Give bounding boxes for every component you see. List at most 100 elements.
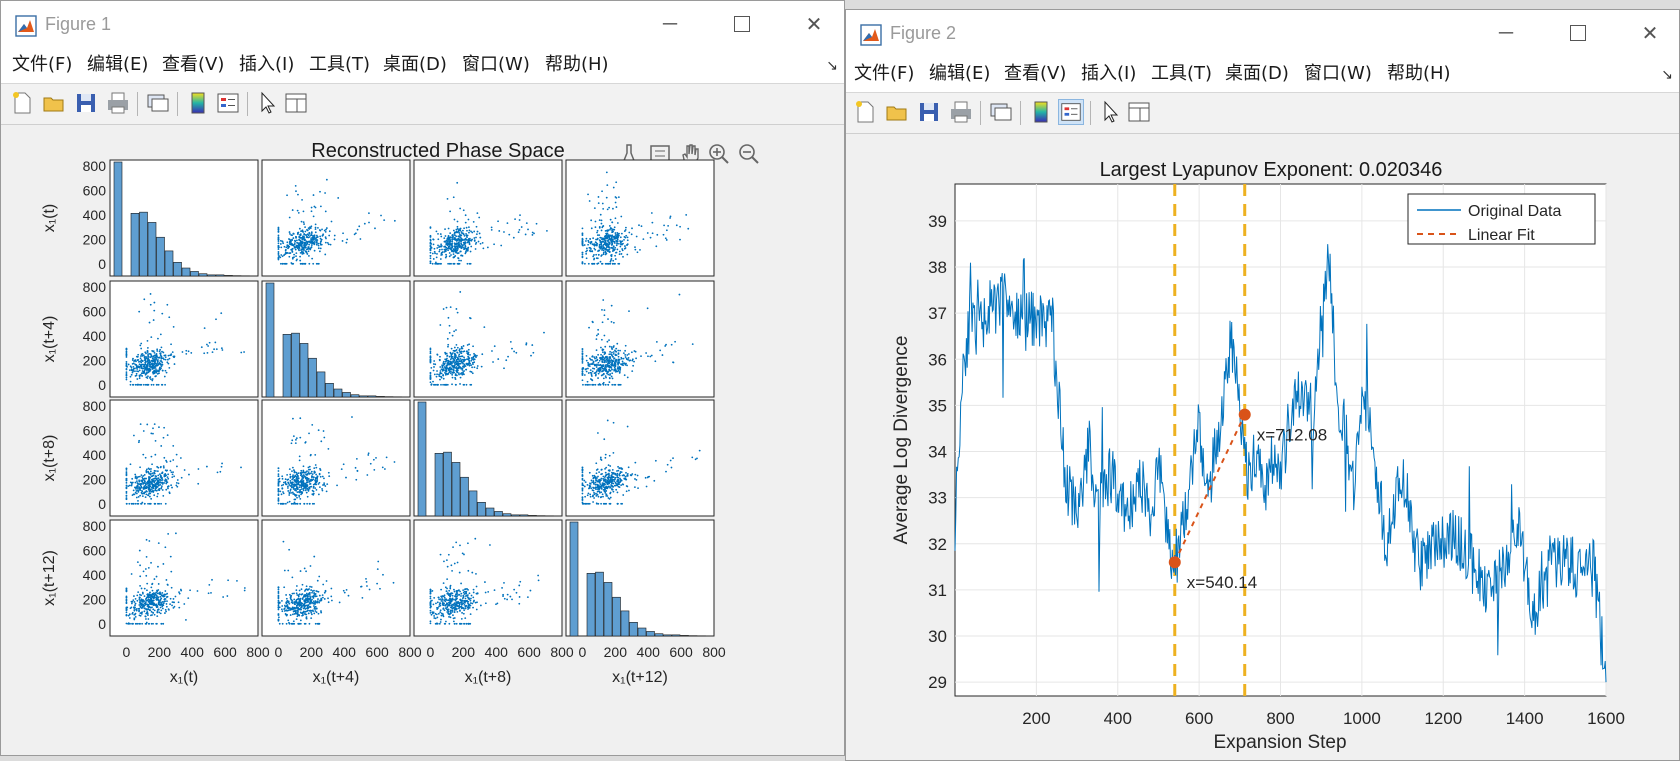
menu-edit[interactable]: 编辑(E) [87, 54, 149, 75]
scatter-point [175, 484, 178, 487]
scatter-point [281, 502, 284, 505]
scatter-point [449, 210, 452, 213]
scatter-point [151, 614, 153, 616]
scatter-point [313, 612, 316, 615]
menu-overflow-icon[interactable]: ↘ [826, 57, 838, 73]
scatter-point [125, 351, 128, 354]
scatter-point [164, 608, 167, 611]
scatter-point [456, 239, 459, 242]
scatter-point [310, 225, 313, 228]
scatter-point [155, 598, 158, 601]
scatter-point [150, 383, 153, 386]
scatter-point [304, 262, 306, 265]
scatter-point [653, 479, 656, 482]
scatter-point [288, 484, 291, 486]
scatter-point [613, 248, 616, 251]
scatter-point [338, 601, 341, 604]
subplot-axes [565, 159, 715, 277]
scatter-point [464, 252, 467, 255]
scatter-point [285, 246, 288, 249]
scatter-point [581, 358, 584, 361]
scatter-point [142, 478, 145, 481]
maximize-button[interactable] [719, 9, 765, 39]
scatter-point [131, 362, 134, 365]
scatter-point [159, 362, 162, 365]
scatter-point [296, 502, 299, 505]
subplot-axes [109, 519, 259, 637]
scatter-point [137, 441, 140, 444]
scatter-point [158, 487, 161, 490]
subplot-axes [261, 519, 411, 637]
scatter-point [317, 598, 319, 600]
scatter-point [133, 608, 136, 610]
scatter-point [301, 583, 304, 586]
scatter-point [300, 484, 303, 486]
y-tick-label: 0 [98, 256, 106, 272]
scatter-point [277, 497, 280, 500]
scatter-point [691, 343, 694, 345]
scatter-point [513, 350, 516, 353]
link-plot-icon[interactable] [145, 90, 171, 116]
scatter-point [592, 486, 594, 489]
scatter-point [285, 483, 288, 486]
scatter-point [453, 231, 456, 234]
save-icon[interactable] [73, 90, 99, 116]
menu-view[interactable]: 查看(V) [162, 54, 225, 75]
zoom-in-icon[interactable] [709, 144, 729, 164]
pan-icon[interactable] [682, 144, 699, 165]
pointer-icon[interactable] [255, 90, 281, 116]
scatter-point [610, 366, 613, 369]
scatter-point [323, 477, 325, 480]
scatter-point [154, 368, 157, 370]
scatter-point [306, 502, 309, 505]
scatter-point [606, 360, 609, 362]
scatter-point [138, 377, 141, 380]
scatter-point [385, 456, 388, 459]
scatter-point [604, 241, 606, 244]
scatter-point [309, 585, 311, 588]
menu-help[interactable]: 帮助(H) [545, 54, 609, 75]
scatter-point [616, 362, 619, 365]
scatter-point [592, 481, 595, 484]
scatter-point [150, 475, 153, 478]
scatter-point [155, 575, 158, 578]
scatter-point [160, 597, 163, 600]
scatter-point [306, 473, 309, 476]
scatter-point [157, 542, 160, 545]
minimize-button[interactable]: ─ [662, 12, 678, 35]
scatter-point [288, 240, 291, 243]
legend-icon[interactable] [215, 90, 241, 116]
zoom-out-icon[interactable] [739, 144, 759, 164]
scatter-point [177, 482, 180, 485]
menu-tools[interactable]: 工具(T) [309, 54, 371, 75]
scatter-point [429, 227, 432, 229]
new-figure-icon[interactable] [9, 90, 35, 116]
scatter-point [604, 352, 607, 355]
scatter-point [460, 234, 463, 237]
scatter-point [609, 465, 612, 467]
scatter-point [295, 489, 297, 492]
scatter-point [159, 481, 162, 484]
menu-insert[interactable]: 插入(I) [239, 54, 295, 75]
scatter-point [156, 604, 159, 607]
scatter-point [149, 363, 152, 366]
scatter-point [590, 227, 593, 230]
scatter-point [460, 372, 463, 374]
close-button[interactable]: ✕ [805, 13, 823, 36]
scatter-point [448, 240, 451, 243]
print-icon[interactable] [105, 90, 131, 116]
scatter-point [509, 340, 512, 343]
scatter-point [345, 588, 348, 591]
menu-desktop[interactable]: 桌面(D) [383, 54, 447, 75]
colorbar-icon[interactable] [185, 90, 211, 116]
scatter-point [591, 359, 594, 361]
scatter-point [282, 242, 285, 245]
menu-file[interactable]: 文件(F) [12, 54, 73, 75]
menu-window[interactable]: 窗口(W) [462, 54, 530, 75]
scatter-point [293, 470, 296, 473]
property-editor-icon[interactable] [283, 90, 309, 116]
open-file-icon[interactable] [41, 90, 67, 116]
y-tick-label: 200 [83, 352, 107, 368]
scatter-point [155, 355, 158, 358]
scatter-point [168, 316, 171, 319]
